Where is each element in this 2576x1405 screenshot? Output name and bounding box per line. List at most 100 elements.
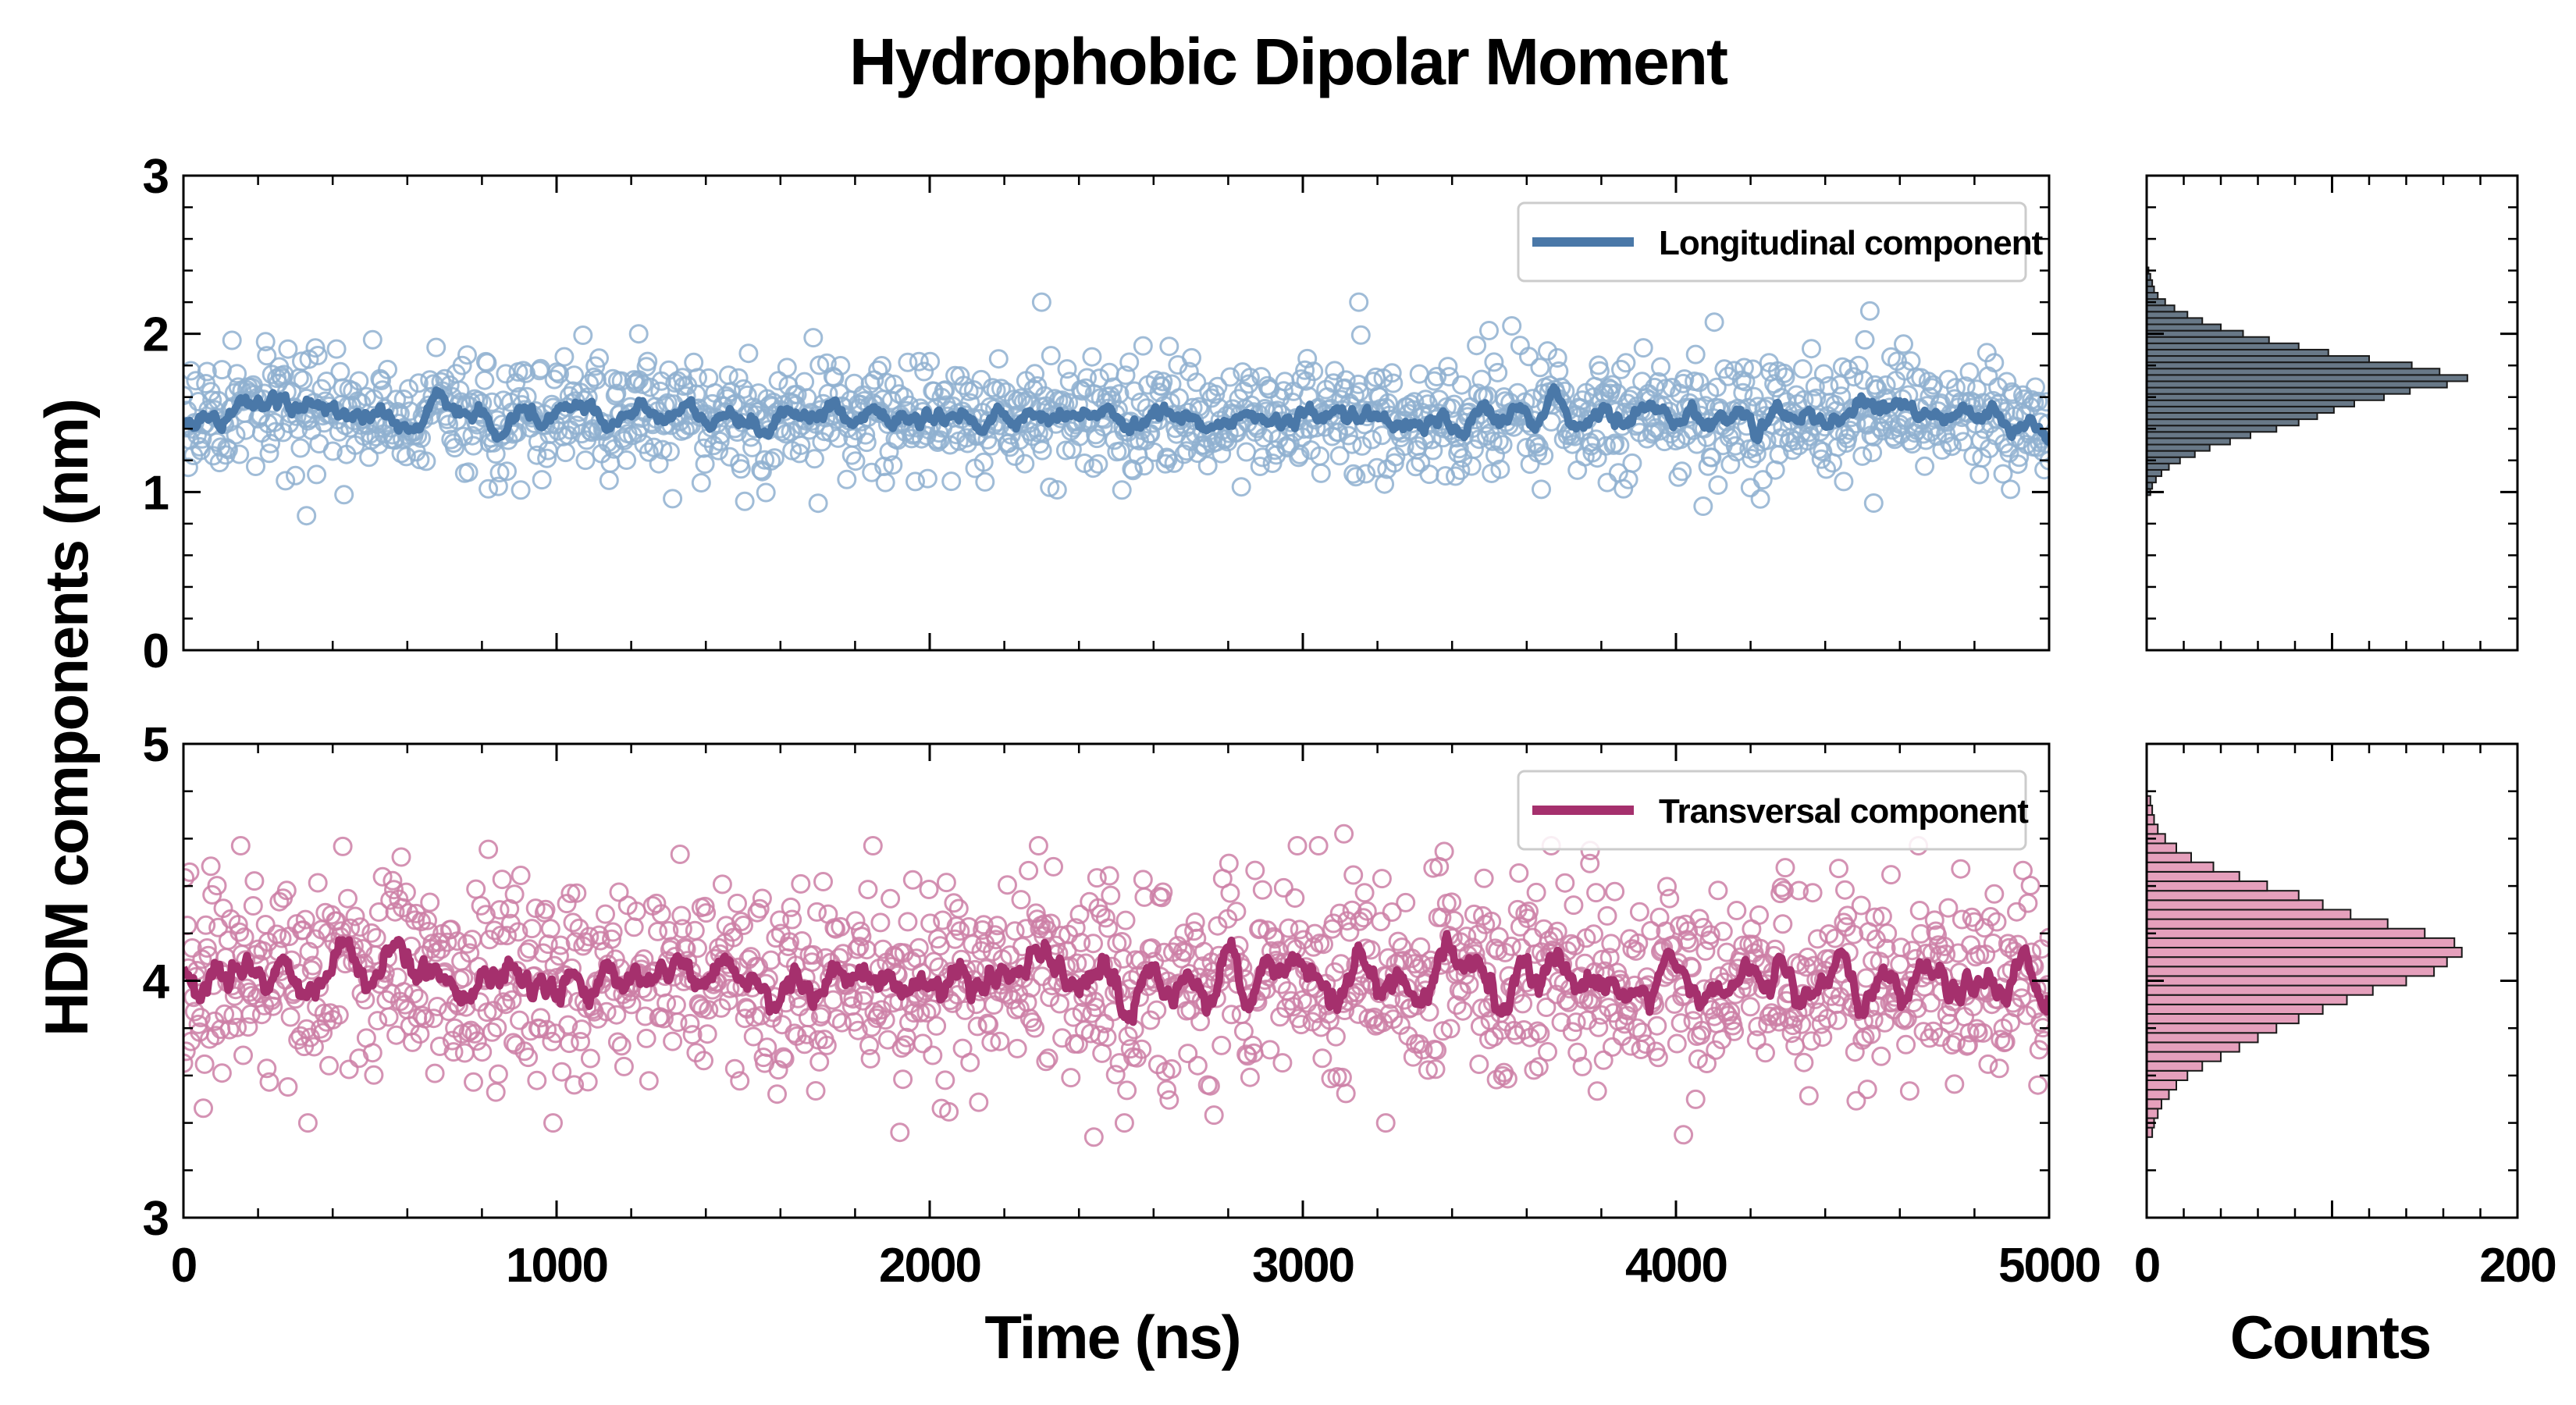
histogram-bar <box>2146 966 2435 977</box>
data-point <box>559 1033 579 1054</box>
data-point <box>1857 1080 1877 1100</box>
data-point <box>1231 477 1251 497</box>
data-point <box>1840 420 1860 440</box>
data-point <box>756 482 776 503</box>
data-point <box>1802 1031 1821 1051</box>
data-point <box>902 870 923 890</box>
data-point <box>808 493 828 514</box>
histogram-bars <box>2146 266 2468 496</box>
data-point <box>870 912 891 933</box>
data-point <box>1959 362 1980 382</box>
data-point <box>1584 924 1603 944</box>
data-point <box>462 425 482 446</box>
data-point <box>1476 426 1496 446</box>
data-point <box>1697 1054 1717 1073</box>
data-point <box>860 1048 881 1069</box>
data-point <box>1596 436 1616 456</box>
data-point <box>1357 901 1377 921</box>
data-point <box>1718 366 1738 386</box>
data-point <box>768 371 788 391</box>
data-point <box>1433 1021 1453 1041</box>
data-point <box>1222 1005 1241 1025</box>
data-point <box>817 1035 837 1055</box>
data-point <box>2028 391 2048 411</box>
data-point <box>441 919 461 940</box>
data-point <box>944 893 964 913</box>
data-point <box>921 999 941 1019</box>
data-point <box>791 436 811 455</box>
data-point <box>920 913 941 934</box>
data-point <box>497 926 517 946</box>
data-point <box>948 898 969 919</box>
data-point <box>640 377 660 397</box>
data-point <box>1220 367 1240 387</box>
data-point <box>362 329 382 350</box>
data-point <box>1769 1012 1789 1032</box>
data-point <box>1980 907 2001 927</box>
data-point <box>636 1028 656 1048</box>
data-point <box>831 356 851 375</box>
histogram-bar <box>2146 927 2426 939</box>
data-point <box>276 471 296 491</box>
data-point <box>1178 1044 1198 1064</box>
data-point <box>1627 1018 1647 1038</box>
data-point <box>1323 913 1343 934</box>
data-point <box>418 910 437 930</box>
data-point <box>1865 907 1885 927</box>
histogram-bar <box>2146 956 2448 968</box>
data-point <box>372 380 393 400</box>
data-point <box>1749 905 1769 925</box>
y-tick-label: 5 <box>143 718 169 772</box>
data-point <box>356 386 376 407</box>
data-point <box>1621 1036 1641 1056</box>
data-point <box>1724 1021 1745 1041</box>
data-point <box>1614 1014 1635 1034</box>
data-point <box>435 368 455 389</box>
data-point <box>1200 1076 1220 1096</box>
data-point <box>2008 454 2028 475</box>
data-point <box>1350 382 1370 402</box>
data-point <box>1742 449 1762 468</box>
x-tick-label: 1000 <box>506 1239 607 1293</box>
data-point <box>1572 1056 1592 1076</box>
data-point <box>1036 1051 1056 1072</box>
data-point <box>489 463 510 483</box>
x-tick-label: 0 <box>171 1239 196 1293</box>
data-point <box>2001 479 2021 500</box>
data-point <box>259 1072 279 1092</box>
data-point <box>954 375 974 396</box>
plot-area <box>183 823 2049 1147</box>
data-point <box>1117 1080 1137 1101</box>
data-point <box>308 873 328 893</box>
data-point <box>914 361 934 382</box>
data-point <box>519 939 539 959</box>
data-point <box>458 462 479 482</box>
data-point <box>967 1016 987 1037</box>
data-point <box>1132 1039 1152 1059</box>
data-point <box>667 371 688 391</box>
data-point <box>1958 1035 1978 1055</box>
data-point <box>1157 1080 1177 1100</box>
data-point <box>1587 1081 1607 1101</box>
data-point <box>1580 853 1600 873</box>
data-point <box>1130 392 1151 412</box>
data-point <box>1775 858 1795 878</box>
data-point <box>1555 873 1575 893</box>
data-point <box>1114 1113 1134 1133</box>
data-point <box>518 1048 539 1068</box>
data-point <box>1543 927 1564 947</box>
data-point <box>386 389 407 410</box>
data-point <box>1660 888 1680 909</box>
data-point <box>1383 373 1404 393</box>
histogram-bar <box>2146 348 2329 357</box>
data-point <box>1881 865 1901 885</box>
data-point <box>329 1005 349 1025</box>
data-point <box>550 364 569 384</box>
histogram-bar <box>2146 462 2170 471</box>
data-point <box>1827 1010 1848 1030</box>
data-point <box>1528 1057 1549 1077</box>
data-point <box>556 443 575 463</box>
data-point <box>1432 907 1452 927</box>
data-point <box>688 938 707 959</box>
data-point <box>1978 1054 1998 1074</box>
